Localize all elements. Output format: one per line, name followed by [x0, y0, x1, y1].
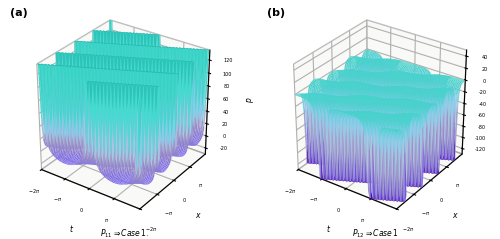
X-axis label: $t$: $t$	[69, 223, 74, 234]
Text: (b): (b)	[266, 8, 285, 18]
Y-axis label: $x$: $x$	[195, 211, 202, 220]
Text: $P_{11}\Rightarrow\mathit{Case}\,1.$: $P_{11}\Rightarrow\mathit{Case}\,1.$	[100, 228, 150, 239]
Text: (a): (a)	[10, 8, 28, 18]
Text: $P_{12}\Rightarrow\mathit{Case}\,1$: $P_{12}\Rightarrow\mathit{Case}\,1$	[352, 228, 399, 239]
X-axis label: $t$: $t$	[326, 223, 331, 234]
Y-axis label: $x$: $x$	[452, 211, 458, 220]
